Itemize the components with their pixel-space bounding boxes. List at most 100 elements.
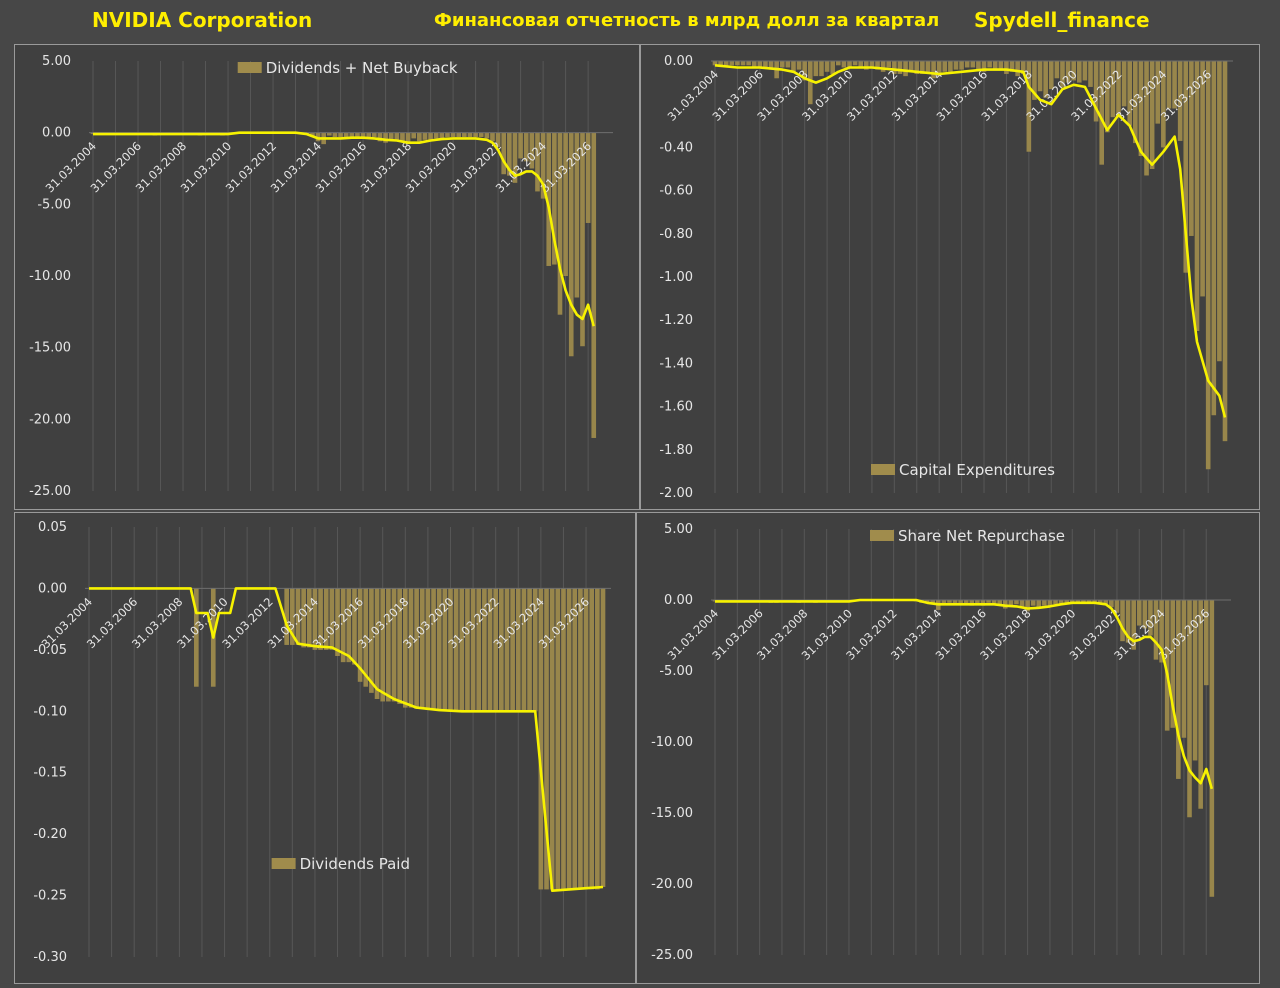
bar bbox=[414, 588, 419, 709]
bar bbox=[1125, 600, 1131, 643]
bar bbox=[408, 588, 414, 708]
bar bbox=[290, 588, 295, 645]
y-tick-label: -25.00 bbox=[29, 484, 71, 499]
legend-swatch bbox=[870, 530, 894, 541]
bar bbox=[1170, 600, 1176, 728]
bar bbox=[1047, 600, 1053, 606]
bar bbox=[903, 61, 908, 77]
bar bbox=[1159, 600, 1164, 663]
bar bbox=[1181, 600, 1187, 738]
legend-swatch bbox=[271, 858, 296, 869]
bar bbox=[1058, 600, 1064, 605]
bar bbox=[757, 61, 763, 68]
bar bbox=[925, 61, 931, 74]
bar bbox=[880, 61, 886, 72]
bar bbox=[1189, 61, 1194, 236]
bar bbox=[343, 132, 349, 137]
chart-dividends-paid: 0.050.00-0.05-0.10-0.15-0.20-0.25-0.3031… bbox=[33, 520, 611, 965]
bar bbox=[824, 61, 830, 72]
bar bbox=[975, 600, 980, 605]
bar bbox=[1110, 61, 1116, 118]
bar bbox=[802, 61, 807, 81]
y-tick-label: -15.00 bbox=[651, 806, 693, 821]
bar bbox=[718, 61, 723, 66]
bar bbox=[1015, 61, 1020, 77]
bar bbox=[482, 588, 487, 712]
bar bbox=[507, 132, 512, 176]
legend-swatch bbox=[871, 464, 895, 475]
bar bbox=[326, 132, 332, 136]
bar bbox=[552, 132, 557, 265]
bar bbox=[1114, 600, 1120, 613]
bar bbox=[521, 588, 527, 712]
bar bbox=[1172, 61, 1177, 109]
bar bbox=[312, 588, 318, 650]
bar bbox=[360, 132, 366, 139]
bar bbox=[518, 132, 523, 159]
bar bbox=[723, 61, 729, 68]
bar bbox=[504, 588, 510, 712]
bar bbox=[419, 588, 425, 709]
y-tick-label: -0.80 bbox=[659, 227, 693, 242]
y-tick-label: -10.00 bbox=[651, 735, 693, 750]
bar bbox=[1009, 61, 1015, 72]
bar bbox=[992, 61, 998, 70]
bar bbox=[1093, 61, 1099, 122]
bar bbox=[501, 132, 507, 175]
bar bbox=[1120, 600, 1125, 642]
chart-panel-capital-expenditures: 0.00 -0.40 -0.60 -0.80 -1.00 -1.20 -1.40 -1.60 -… bbox=[640, 44, 1260, 510]
bar bbox=[1192, 600, 1198, 761]
bar bbox=[763, 61, 768, 68]
source-label: Spydell_finance bbox=[974, 8, 1150, 32]
bar bbox=[572, 588, 578, 890]
chart-panel-share-net-repurchase: 5.00 0.00 -5.00 -10.00 -15.00 -20.00 -25.00 31.… bbox=[636, 512, 1260, 984]
bar bbox=[1166, 61, 1172, 109]
report-subtitle: Финансовая отчетность в млрд долл за ква… bbox=[434, 10, 940, 31]
bar bbox=[493, 588, 499, 712]
bar bbox=[329, 588, 335, 650]
legend-label: Capital Expenditures bbox=[899, 461, 1055, 479]
bar bbox=[583, 588, 589, 890]
bar bbox=[998, 61, 1004, 70]
bar bbox=[735, 61, 740, 66]
bar bbox=[751, 61, 757, 68]
y-tick-label: -1.80 bbox=[659, 443, 693, 458]
trend-line bbox=[714, 64, 1227, 418]
bar bbox=[1142, 600, 1148, 629]
bar bbox=[1004, 61, 1009, 74]
y-tick-label: -0.10 bbox=[33, 704, 67, 719]
bar bbox=[1217, 61, 1222, 362]
bar bbox=[417, 132, 422, 142]
bar bbox=[193, 588, 199, 687]
bar bbox=[1026, 61, 1032, 152]
bar bbox=[1092, 600, 1097, 603]
bar bbox=[1075, 600, 1081, 603]
bar bbox=[476, 588, 482, 712]
chart-share-net-repurchase: 5.000.00-5.00-10.00-15.00-20.00-25.0031.… bbox=[651, 522, 1231, 963]
bar bbox=[796, 61, 802, 70]
bar bbox=[886, 61, 892, 68]
bar bbox=[1037, 61, 1043, 92]
bar bbox=[538, 588, 544, 890]
y-tick-label: -0.25 bbox=[33, 889, 67, 904]
bar bbox=[1025, 600, 1030, 612]
bar bbox=[948, 61, 953, 72]
bar bbox=[1136, 600, 1142, 626]
bar bbox=[490, 132, 495, 142]
y-tick-label: -5.00 bbox=[37, 197, 71, 212]
bar bbox=[1200, 61, 1205, 297]
bar bbox=[563, 132, 568, 276]
bar bbox=[959, 61, 964, 70]
bar bbox=[400, 132, 405, 142]
bar bbox=[953, 61, 959, 70]
bar bbox=[1076, 61, 1082, 83]
bar bbox=[1116, 61, 1121, 115]
bar bbox=[352, 588, 357, 665]
y-tick-label: -0.15 bbox=[33, 766, 67, 781]
bar bbox=[540, 132, 546, 199]
bar bbox=[338, 132, 343, 137]
y-tick-label: -1.40 bbox=[659, 356, 693, 371]
bar bbox=[807, 61, 813, 105]
bar bbox=[875, 61, 880, 70]
y-tick-label: 0.05 bbox=[38, 520, 67, 535]
